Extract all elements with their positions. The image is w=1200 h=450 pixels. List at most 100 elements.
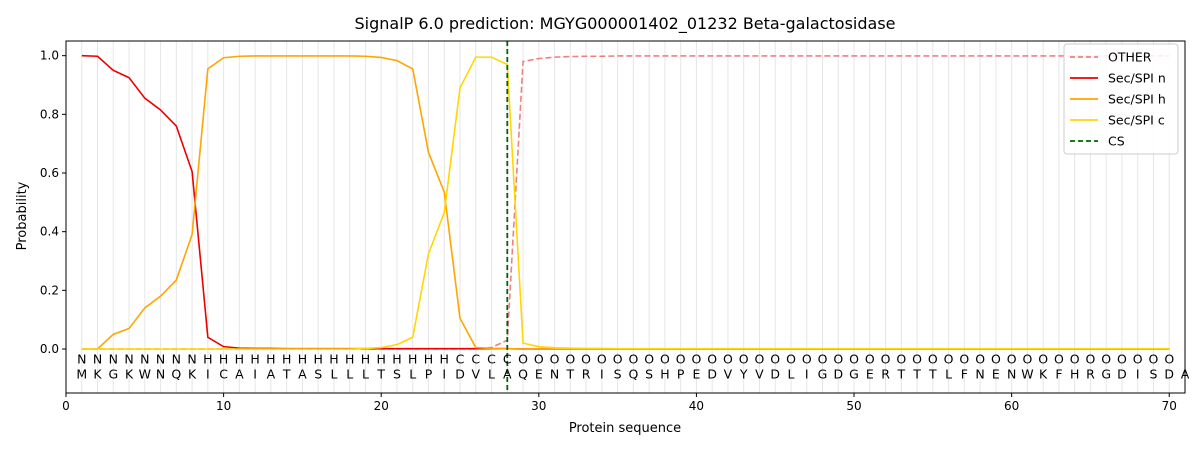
residue-letter: K (188, 366, 197, 381)
legend-box (1063, 43, 1179, 155)
residue-letter: P (425, 366, 433, 381)
region-label: H (219, 352, 228, 367)
region-label: O (1022, 352, 1032, 367)
residue-letter: T (376, 366, 385, 381)
residue-letter: G (818, 366, 828, 381)
residue-letter: I (805, 366, 809, 381)
region-label: O (849, 352, 859, 367)
region-label: O (739, 352, 749, 367)
region-label: H (250, 352, 259, 367)
x-axis-label: Protein sequence (569, 421, 681, 436)
residue-letter: L (409, 366, 416, 381)
residue-letter: W (139, 366, 151, 381)
region-label: O (944, 352, 954, 367)
residue-letter: L (330, 366, 337, 381)
series-line-other (81, 55, 1170, 350)
region-label: O (1164, 352, 1174, 367)
x-tick-label: 50 (846, 399, 861, 413)
residue-letter: Q (171, 366, 181, 381)
residue-letter: I (442, 366, 446, 381)
region-label: H (440, 352, 449, 367)
chart-title: SignalP 6.0 prediction: MGYG000001402_01… (354, 14, 895, 34)
region-label: O (881, 352, 891, 367)
region-label: O (975, 352, 985, 367)
residue-letter: T (566, 366, 575, 381)
region-label: N (77, 352, 86, 367)
legend: OTHER Sec/SPI n Sec/SPI h Sec/SPI c CS (1063, 43, 1179, 155)
region-label: N (109, 352, 118, 367)
region-label: O (865, 352, 875, 367)
region-label: O (1086, 352, 1096, 367)
region-label: N (187, 352, 196, 367)
region-label: H (329, 352, 338, 367)
region-label: H (424, 352, 433, 367)
residue-letter: D (1164, 366, 1174, 381)
residue-letter: E (992, 366, 1000, 381)
series-line-sec-spi-h (81, 55, 1170, 350)
series-line-sec-spi-n (81, 54, 1170, 350)
legend-label: Sec/SPI n (1108, 71, 1166, 86)
region-label: H (298, 352, 307, 367)
residue-letter: R (1086, 366, 1095, 381)
x-tick-label: 30 (531, 399, 546, 413)
legend-label: Sec/SPI h (1108, 92, 1166, 107)
y-tick-label: 0.2 (40, 283, 59, 297)
residue-letter: A (267, 366, 276, 381)
residue-letter: Q (628, 366, 638, 381)
region-label: O (692, 352, 702, 367)
residue-letter: Y (739, 366, 748, 381)
region-label: O (1070, 352, 1080, 367)
residue-letter: D (707, 366, 717, 381)
residue-letter: L (346, 366, 353, 381)
residue-letter: N (550, 366, 559, 381)
region-label: H (266, 352, 275, 367)
region-label: O (660, 352, 670, 367)
y-tick-label: 0.6 (40, 166, 59, 180)
x-tick-label: 60 (1004, 399, 1019, 413)
region-label: N (156, 352, 165, 367)
region-label: H (235, 352, 244, 367)
region-label: O (644, 352, 654, 367)
region-label: O (676, 352, 686, 367)
x-tick-label: 10 (216, 399, 231, 413)
x-tick-label: 70 (1162, 399, 1177, 413)
residue-letter: T (912, 366, 921, 381)
y-tick-label: 0.4 (40, 225, 59, 239)
residue-letter: A (298, 366, 307, 381)
residue-letter: A (503, 366, 512, 381)
residue-letter: K (1039, 366, 1048, 381)
region-label: O (1133, 352, 1143, 367)
y-tick-label: 1.0 (40, 49, 59, 63)
region-label: O (912, 352, 922, 367)
residue-letter: F (961, 366, 968, 381)
region-label: O (802, 352, 812, 367)
region-label: O (1149, 352, 1159, 367)
region-label: C (456, 352, 465, 367)
region-label: H (408, 352, 417, 367)
region-label: O (896, 352, 906, 367)
region-label: O (928, 352, 938, 367)
legend-label: OTHER (1108, 50, 1152, 65)
region-label: O (818, 352, 828, 367)
residue-letter: K (125, 366, 134, 381)
y-axis-label: Probability (15, 181, 30, 250)
region-label: O (755, 352, 765, 367)
residue-letter: N (156, 366, 165, 381)
residue-letter: D (455, 366, 465, 381)
residue-letter: G (1101, 366, 1111, 381)
region-label: H (282, 352, 291, 367)
residue-letter: E (535, 366, 543, 381)
region-label: O (581, 352, 591, 367)
x-tick-label: 40 (689, 399, 704, 413)
residue-letter: I (600, 366, 604, 381)
region-label: O (707, 352, 717, 367)
region-label: C (503, 352, 512, 367)
region-label: O (786, 352, 796, 367)
region-label: N (140, 352, 149, 367)
residue-letter: S (614, 366, 622, 381)
region-label: O (565, 352, 575, 367)
region-label: O (959, 352, 969, 367)
region-label: N (124, 352, 133, 367)
residue-letter: G (849, 366, 859, 381)
